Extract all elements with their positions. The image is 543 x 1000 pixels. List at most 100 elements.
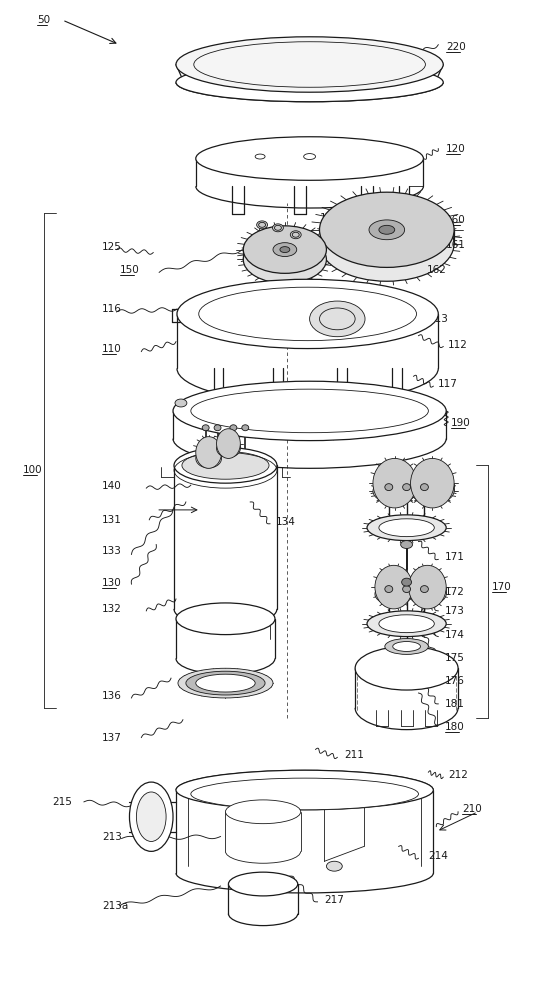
Text: 110: 110 [102,344,122,354]
Ellipse shape [375,583,413,605]
Ellipse shape [182,452,269,479]
Ellipse shape [385,484,393,491]
Ellipse shape [403,586,411,593]
Text: 132: 132 [102,604,122,614]
Ellipse shape [225,800,301,824]
Ellipse shape [196,449,222,468]
Text: 120: 120 [446,144,466,154]
Ellipse shape [367,611,446,637]
Ellipse shape [196,437,222,468]
Ellipse shape [373,479,416,503]
Ellipse shape [229,872,298,896]
Ellipse shape [202,425,209,431]
Text: 162: 162 [426,265,446,275]
Ellipse shape [217,440,241,457]
Ellipse shape [175,399,187,407]
Ellipse shape [367,515,446,541]
Ellipse shape [243,236,326,283]
Ellipse shape [273,224,283,232]
Text: 181: 181 [445,699,465,709]
Text: 175: 175 [445,653,465,663]
Text: 136: 136 [102,691,122,701]
Text: 150: 150 [119,265,140,275]
Ellipse shape [178,668,273,698]
Ellipse shape [196,137,424,180]
Text: 211: 211 [344,750,364,760]
Ellipse shape [217,429,241,458]
Ellipse shape [373,458,416,508]
Ellipse shape [369,220,405,240]
Text: 214: 214 [428,851,449,861]
Text: 173: 173 [445,606,465,616]
Ellipse shape [257,221,268,229]
Ellipse shape [402,578,412,586]
Ellipse shape [385,639,428,654]
Ellipse shape [319,206,454,281]
Ellipse shape [177,279,438,349]
Text: 213: 213 [102,832,122,842]
Ellipse shape [403,484,411,491]
Text: 190: 190 [451,418,471,428]
Ellipse shape [191,389,428,433]
Ellipse shape [379,519,434,537]
Ellipse shape [191,778,419,810]
Text: 130: 130 [102,578,122,588]
Text: 213a: 213a [102,901,128,911]
Ellipse shape [411,458,454,508]
Text: 113: 113 [428,314,449,324]
Ellipse shape [401,541,413,548]
Text: 215: 215 [52,797,72,807]
Text: 111: 111 [344,300,364,310]
Ellipse shape [411,479,454,503]
Text: 133: 133 [102,546,122,556]
Text: 180: 180 [445,722,465,732]
Ellipse shape [326,861,342,871]
Ellipse shape [375,565,413,609]
Ellipse shape [420,484,428,491]
Ellipse shape [408,583,446,605]
Ellipse shape [291,231,301,239]
Ellipse shape [385,586,393,593]
Ellipse shape [242,425,249,431]
Ellipse shape [393,642,420,651]
Ellipse shape [355,646,458,690]
Text: 220: 220 [446,42,466,52]
Text: 212: 212 [448,770,468,780]
Text: 170: 170 [492,582,512,592]
Text: 50: 50 [37,15,50,25]
Ellipse shape [129,782,173,851]
Text: 112: 112 [448,340,468,350]
Ellipse shape [173,381,446,441]
Ellipse shape [230,425,237,431]
Text: 217: 217 [325,895,344,905]
Ellipse shape [379,615,434,633]
Text: 174: 174 [445,630,465,640]
Ellipse shape [176,603,275,635]
Ellipse shape [196,674,255,692]
Ellipse shape [273,243,296,257]
Text: 117: 117 [438,379,458,389]
Text: 131: 131 [102,515,122,525]
Text: 116: 116 [102,304,122,314]
Text: 120a: 120a [319,213,346,223]
Text: 161: 161 [446,240,466,250]
Ellipse shape [408,565,446,609]
Text: 172: 172 [445,587,465,597]
Ellipse shape [310,301,365,337]
Ellipse shape [243,226,326,273]
Ellipse shape [280,247,290,253]
Ellipse shape [214,425,221,431]
Ellipse shape [136,792,166,841]
Ellipse shape [420,586,428,593]
Ellipse shape [174,448,277,483]
Text: 134: 134 [276,517,296,527]
Text: 176: 176 [445,676,465,686]
Ellipse shape [176,63,443,102]
Text: 171: 171 [445,552,465,562]
Text: 210: 210 [462,804,482,814]
Text: 100: 100 [23,465,42,475]
Text: 137: 137 [102,733,122,743]
Text: 125: 125 [102,242,122,252]
Ellipse shape [379,225,395,234]
Ellipse shape [176,37,443,92]
